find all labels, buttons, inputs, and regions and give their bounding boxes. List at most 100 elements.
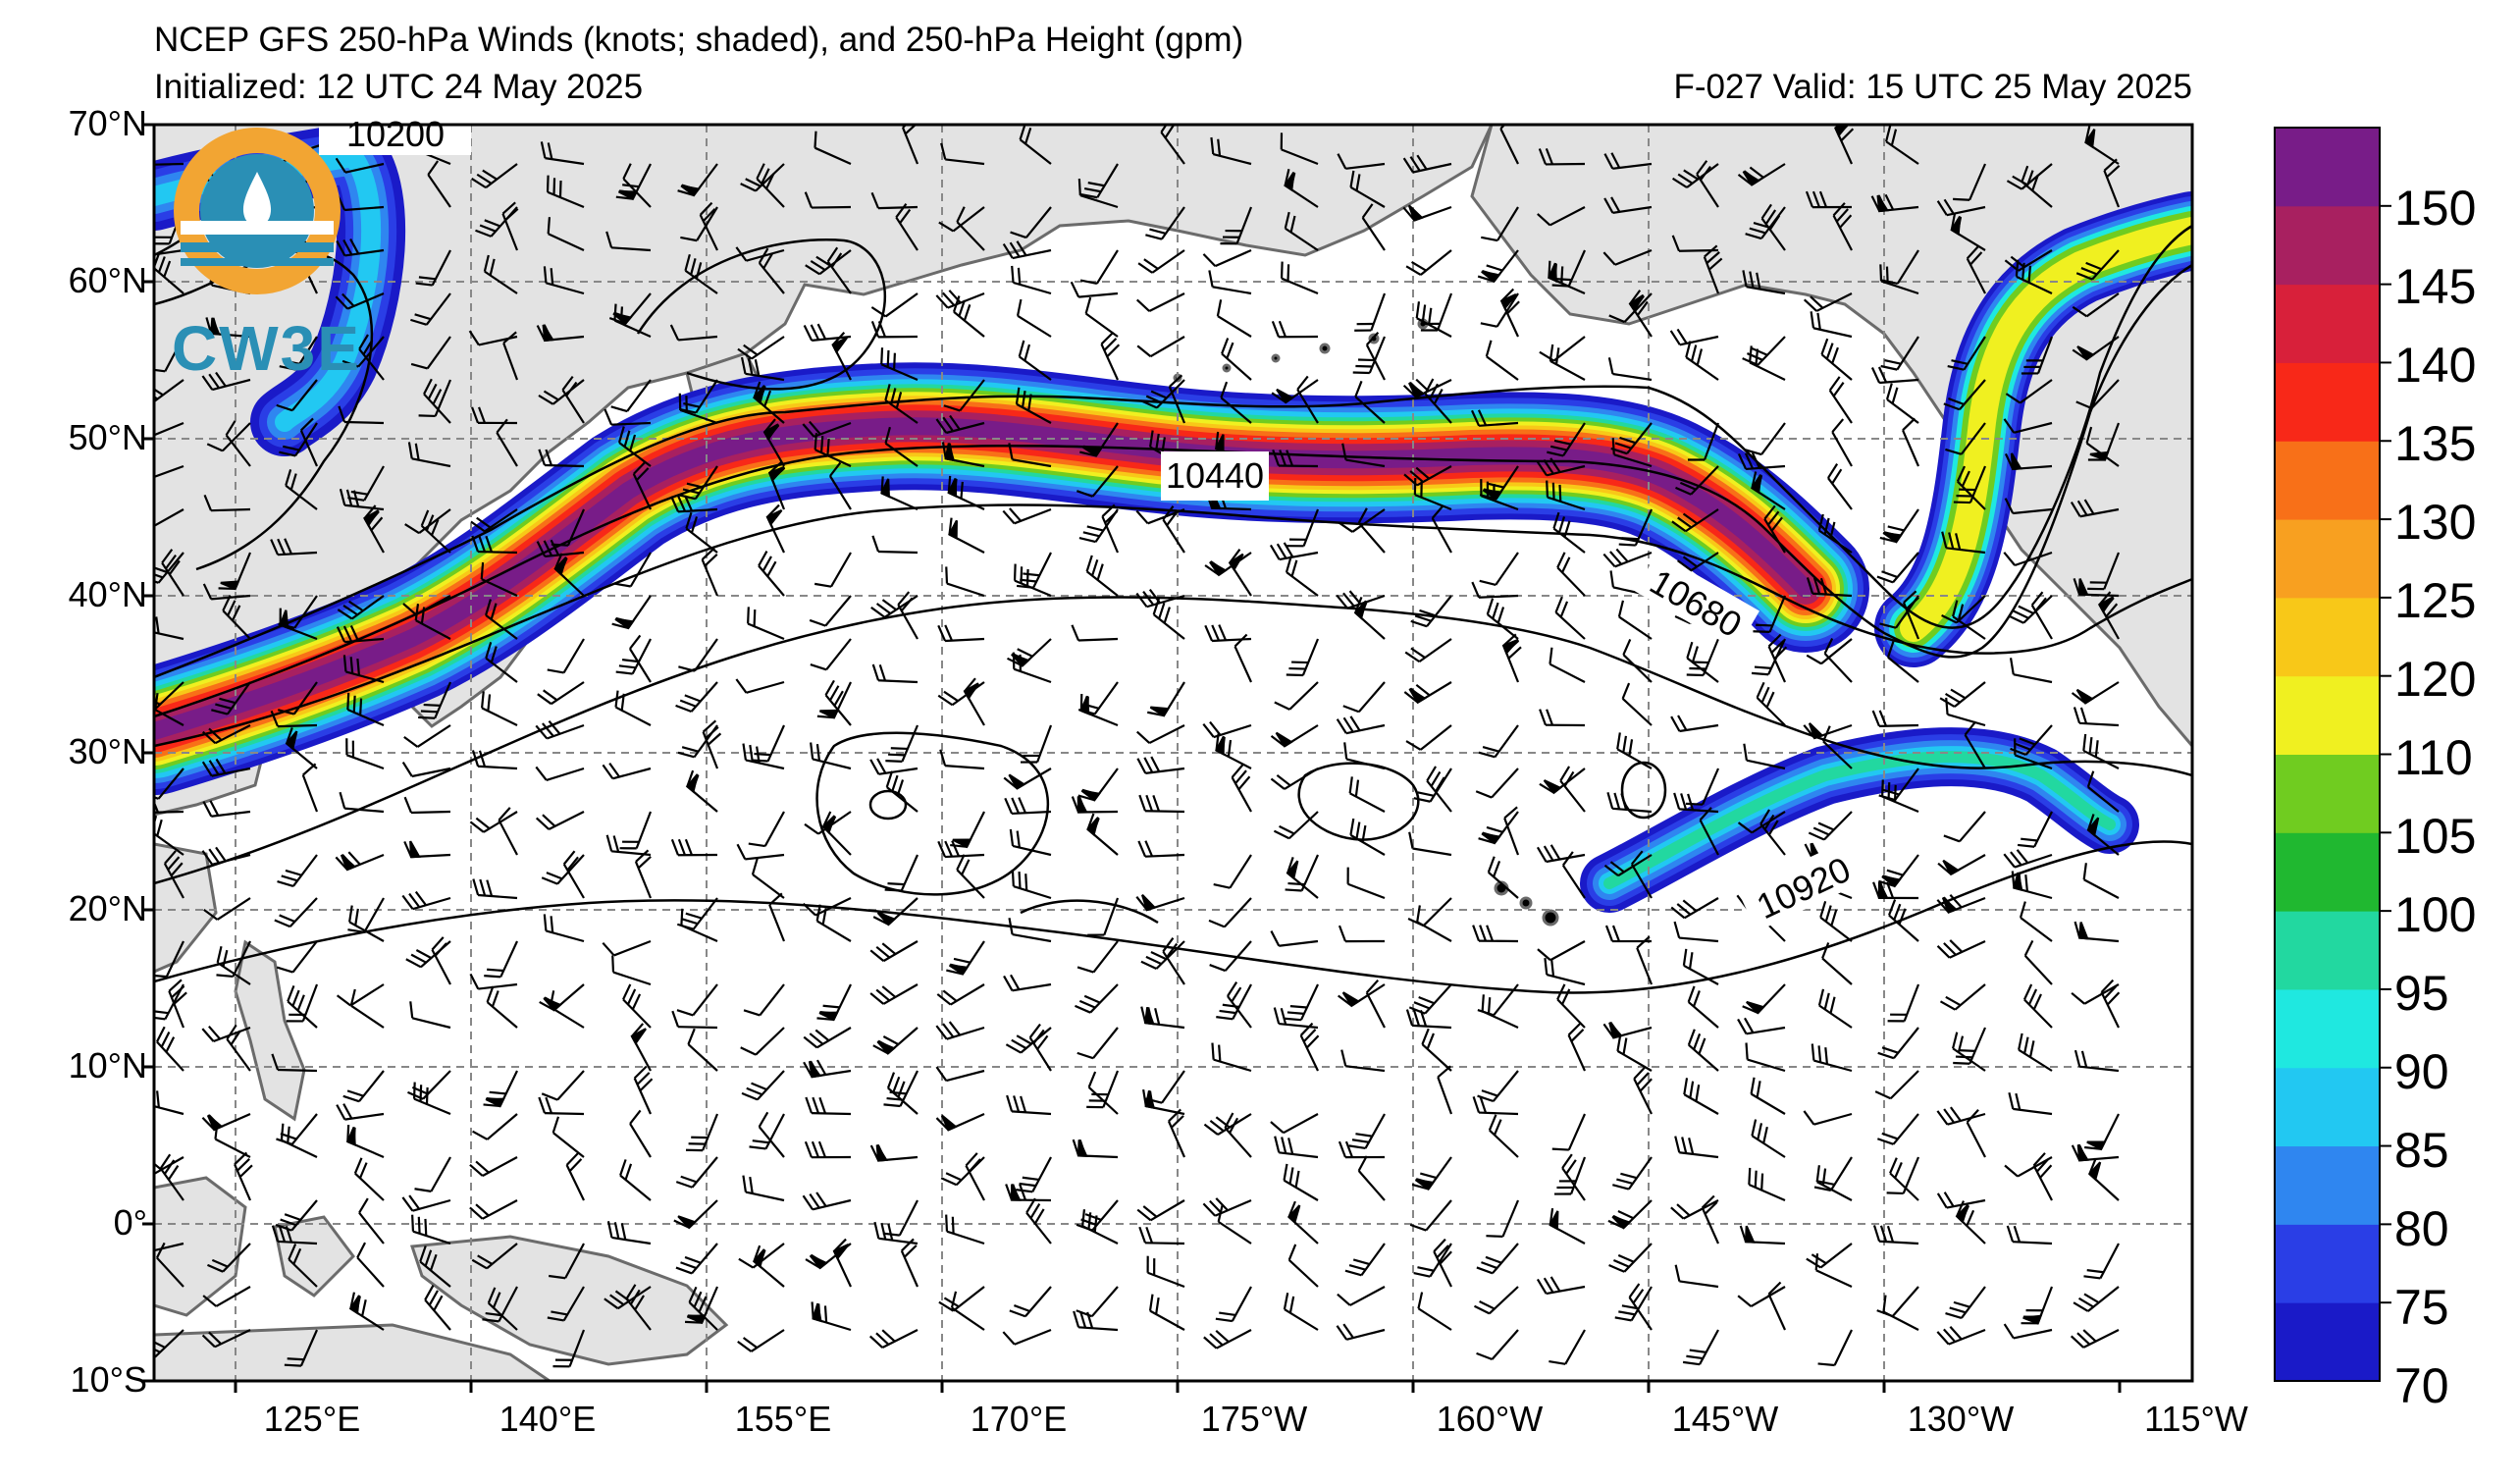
wind-barb: [1079, 249, 1119, 286]
wind-barb: [1685, 341, 1719, 381]
wind-barb: [1486, 598, 1519, 640]
wind-barb: [279, 336, 318, 371]
wind-barb: [1966, 245, 1986, 294]
wind-barb: [427, 160, 451, 208]
wind-barb: [684, 253, 718, 294]
wind-barb: [154, 336, 184, 373]
wind-barb: [1286, 638, 1320, 677]
wind-barb: [613, 303, 652, 339]
wind-barb: [1472, 925, 1519, 943]
wind-barb: [1487, 856, 1519, 899]
wind-barb: [335, 851, 385, 872]
colorbar-swatch: [2275, 1302, 2380, 1382]
wind-barb: [2032, 1152, 2053, 1201]
wind-barb: [1416, 905, 1452, 942]
wind-barb: [1603, 196, 1653, 214]
colorbar-swatch: [2275, 205, 2380, 286]
wind-barb: [553, 553, 585, 597]
wind-barb: [1135, 894, 1185, 912]
wind-barb: [1745, 422, 1786, 456]
colorbar-swatch: [2275, 1224, 2380, 1303]
lon-label: 130°W: [1907, 1399, 2015, 1439]
wind-barb: [472, 878, 518, 900]
wind-barb: [1204, 624, 1252, 643]
wind-barb: [543, 914, 585, 943]
wind-barb: [423, 378, 451, 424]
wind-barb: [2023, 939, 2053, 985]
wind-barb: [2073, 707, 2120, 727]
wind-barb: [1633, 1065, 1653, 1115]
wind-barb: [2085, 426, 2120, 467]
wind-barb: [471, 406, 518, 425]
wind-barb: [1085, 555, 1119, 597]
wind-barb: [1561, 851, 1586, 899]
wind-barb: [1673, 921, 1719, 943]
wind-barb: [756, 163, 785, 208]
wind-barb: [1404, 638, 1452, 663]
wind-barb: [758, 1111, 785, 1158]
wind-barb: [1536, 1276, 1586, 1296]
wind-barb: [155, 1242, 184, 1288]
wind-barb: [950, 811, 985, 849]
wind-barb: [535, 766, 585, 781]
wind-barb: [1013, 563, 1052, 598]
wind-barb: [1409, 1199, 1452, 1232]
colorbar-swatch: [2275, 754, 2380, 833]
wind-barb: [685, 1113, 719, 1152]
wind-barb: [625, 1284, 652, 1331]
wind-barb: [285, 726, 318, 769]
wind-barb: [1827, 463, 1853, 510]
wind-barb: [409, 1001, 451, 1030]
wind-barb: [1947, 336, 1986, 371]
wind-barb: [496, 418, 518, 467]
wind-barb: [1076, 940, 1119, 974]
wind-barb: [342, 655, 385, 684]
wind-barb: [1008, 918, 1052, 943]
wind-barb: [935, 1112, 985, 1132]
wind-barb: [1559, 766, 1586, 813]
wind-barb: [1476, 1243, 1519, 1275]
wind-barb: [222, 595, 251, 640]
wind-barb: [814, 433, 852, 467]
wind-barb: [1811, 1043, 1853, 1073]
height-contours: [154, 125, 2192, 994]
wind-barb: [1686, 641, 1719, 683]
wind-barb: [1283, 1163, 1319, 1201]
wind-barb: [1348, 1113, 1386, 1150]
wind-barb: [1028, 1023, 1052, 1072]
wind-barb: [1071, 795, 1119, 814]
wind-barb: [1215, 1286, 1252, 1323]
wind-barb: [1437, 1065, 1453, 1115]
wind-barb: [945, 1214, 985, 1245]
wind-barb: [740, 1027, 785, 1056]
wind-barb: [1270, 724, 1319, 748]
wind-barb: [1488, 1114, 1519, 1158]
wind-barb: [1008, 443, 1052, 468]
wind-barb: [1882, 1295, 1919, 1331]
wind-barb: [285, 469, 318, 510]
wind-barb: [815, 904, 852, 942]
wind-barb: [1273, 811, 1319, 840]
wind-barb: [203, 897, 251, 921]
wind-barb: [271, 1053, 318, 1073]
wind-barb: [1274, 681, 1319, 711]
wind-barb: [1433, 1238, 1452, 1288]
wind-barb: [885, 770, 919, 813]
wind-barb: [1274, 1136, 1319, 1159]
wind-barb: [821, 811, 852, 856]
wind-barb: [1167, 1108, 1186, 1158]
wind-barb: [1337, 1286, 1386, 1306]
wind-barb: [415, 249, 451, 287]
wind-barb: [202, 800, 251, 818]
wind-barb: [956, 854, 985, 899]
wind-barb: [871, 535, 919, 555]
wind-barb: [1273, 1007, 1319, 1030]
wind-barb: [1002, 240, 1052, 260]
wind-barb: [1551, 1113, 1587, 1151]
wind-barb: [1953, 163, 1987, 201]
wind-barb: [1879, 508, 1919, 544]
wind-barb: [1071, 624, 1119, 642]
wind-barb: [1750, 471, 1786, 510]
contour-line: [154, 596, 2192, 885]
